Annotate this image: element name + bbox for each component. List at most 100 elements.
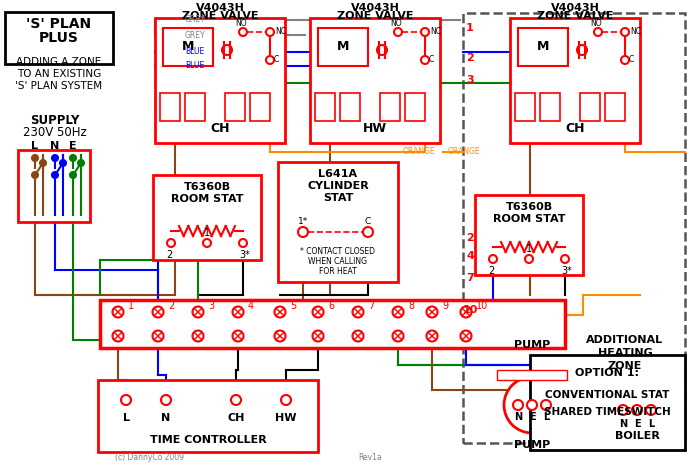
Bar <box>580 93 600 121</box>
Circle shape <box>527 400 537 410</box>
Text: 1: 1 <box>128 301 134 311</box>
Text: 3*: 3* <box>562 266 573 276</box>
Text: C: C <box>629 56 634 65</box>
Bar <box>530 355 685 450</box>
Text: 4: 4 <box>466 251 474 261</box>
Text: T6360B: T6360B <box>184 182 230 192</box>
Circle shape <box>231 395 241 405</box>
Text: ZONE VALVE: ZONE VALVE <box>181 11 258 21</box>
Text: 3: 3 <box>208 301 214 311</box>
Bar <box>225 93 245 121</box>
Text: E: E <box>69 141 77 151</box>
Circle shape <box>152 330 164 342</box>
Bar <box>595 380 680 445</box>
Text: 2: 2 <box>168 301 175 311</box>
Bar <box>515 93 535 121</box>
Circle shape <box>70 172 76 178</box>
Bar <box>5 12 113 64</box>
Text: 2: 2 <box>488 266 494 276</box>
Text: HW: HW <box>363 122 387 134</box>
Text: V4043H: V4043H <box>551 3 600 13</box>
Circle shape <box>193 307 204 317</box>
Circle shape <box>112 307 124 317</box>
Circle shape <box>313 307 324 317</box>
Text: L: L <box>123 413 130 423</box>
Text: GREY: GREY <box>185 30 206 39</box>
Circle shape <box>233 330 244 342</box>
Text: M: M <box>181 41 194 53</box>
Text: ZONE: ZONE <box>608 361 642 371</box>
Text: E: E <box>633 419 640 429</box>
Text: N: N <box>619 419 627 429</box>
Circle shape <box>70 155 76 161</box>
Text: 10: 10 <box>476 301 489 311</box>
Text: (c) DannyCo 2009: (c) DannyCo 2009 <box>115 453 184 462</box>
Text: PUMP: PUMP <box>514 340 550 350</box>
Text: Rev1a: Rev1a <box>358 453 382 462</box>
Text: M: M <box>537 41 549 53</box>
Bar <box>605 93 625 121</box>
Text: E: E <box>529 412 535 422</box>
Text: ORANGE: ORANGE <box>448 147 481 156</box>
Text: SUPPLY: SUPPLY <box>30 114 79 126</box>
Bar <box>315 93 335 121</box>
Circle shape <box>618 405 628 415</box>
Bar <box>405 93 425 121</box>
Text: FOR HEAT: FOR HEAT <box>319 268 357 277</box>
Circle shape <box>577 45 587 55</box>
Text: 1: 1 <box>526 244 532 254</box>
Circle shape <box>421 28 429 36</box>
Circle shape <box>60 160 66 166</box>
Text: CYLINDER: CYLINDER <box>307 181 369 191</box>
Circle shape <box>561 255 569 263</box>
Text: M: M <box>337 41 349 53</box>
Text: NC: NC <box>275 28 286 37</box>
Circle shape <box>203 239 211 247</box>
Bar <box>278 162 398 282</box>
Text: ADDITIONAL: ADDITIONAL <box>586 335 664 345</box>
Text: PUMP: PUMP <box>514 440 550 450</box>
Circle shape <box>621 56 629 64</box>
Text: NO: NO <box>235 19 247 28</box>
Text: ORANGE: ORANGE <box>403 147 435 156</box>
Circle shape <box>489 255 497 263</box>
Text: V4043H: V4043H <box>351 3 400 13</box>
Bar <box>310 18 440 143</box>
Text: * CONTACT CLOSED: * CONTACT CLOSED <box>301 248 375 256</box>
Text: C: C <box>274 56 279 65</box>
Text: C: C <box>365 218 371 227</box>
Circle shape <box>353 330 364 342</box>
Circle shape <box>275 330 286 342</box>
Bar <box>463 13 685 443</box>
Circle shape <box>393 330 404 342</box>
Bar <box>518 28 568 66</box>
Bar <box>318 28 368 66</box>
Circle shape <box>426 330 437 342</box>
Circle shape <box>167 239 175 247</box>
Text: T6360B: T6360B <box>506 202 553 212</box>
Text: 2: 2 <box>166 250 172 260</box>
Text: ADDING A ZONE: ADDING A ZONE <box>17 57 101 67</box>
Text: ROOM STAT: ROOM STAT <box>170 194 244 204</box>
Text: CONVENTIONAL STAT: CONVENTIONAL STAT <box>545 390 669 400</box>
Text: SHARED TIMESWITCH: SHARED TIMESWITCH <box>544 407 671 417</box>
Circle shape <box>121 395 131 405</box>
Circle shape <box>594 28 602 36</box>
Text: 3*: 3* <box>239 250 250 260</box>
Text: 1: 1 <box>466 23 474 33</box>
Bar <box>497 370 567 380</box>
Circle shape <box>32 172 38 178</box>
Circle shape <box>222 45 232 55</box>
Text: 'S' PLAN: 'S' PLAN <box>26 17 92 31</box>
Circle shape <box>52 155 58 161</box>
Circle shape <box>504 377 560 433</box>
Text: BLUE: BLUE <box>185 61 204 71</box>
Circle shape <box>377 45 387 55</box>
Circle shape <box>281 395 291 405</box>
Text: 5: 5 <box>290 301 296 311</box>
Text: NC: NC <box>630 28 641 37</box>
Text: 2: 2 <box>466 233 474 243</box>
Text: NO: NO <box>390 19 402 28</box>
Text: N: N <box>514 412 522 422</box>
Text: 10: 10 <box>462 305 477 315</box>
